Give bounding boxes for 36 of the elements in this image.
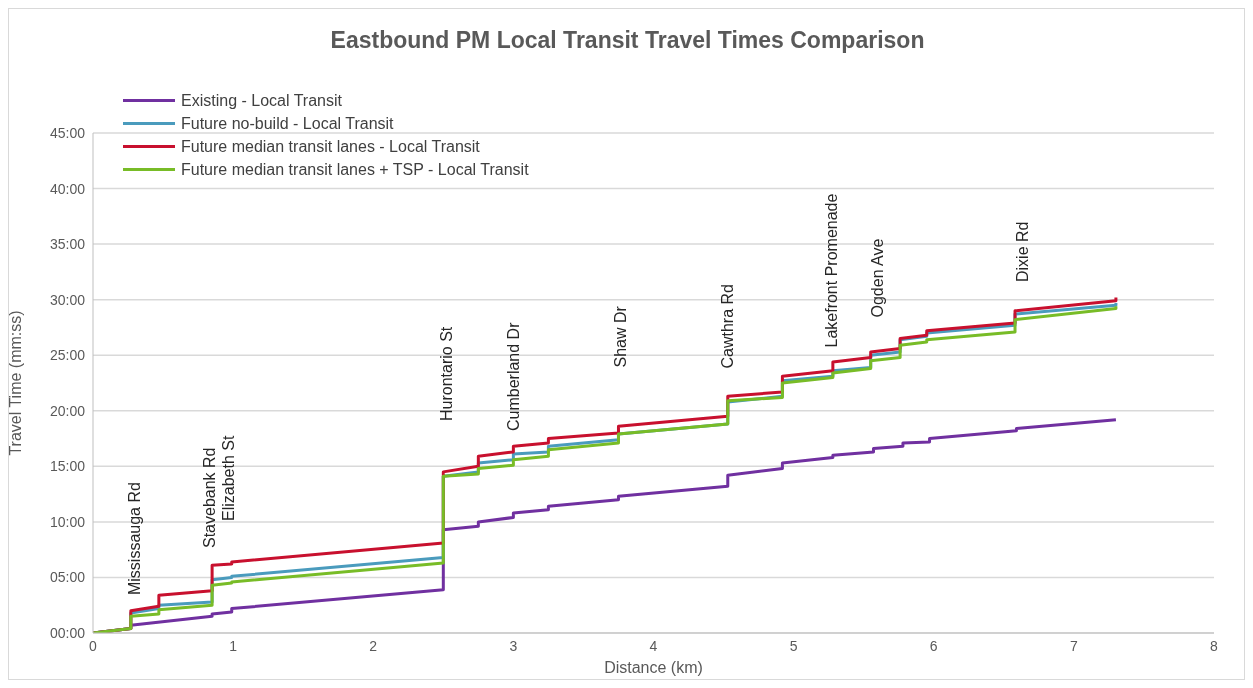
y-tick-label: 30:00 bbox=[49, 291, 86, 308]
y-tick-label: 20:00 bbox=[49, 402, 86, 419]
x-tick-label: 1 bbox=[229, 637, 238, 654]
annotation: Cawthra Rd bbox=[718, 284, 736, 369]
x-tick-label: 8 bbox=[1210, 637, 1219, 654]
x-tick-label: 3 bbox=[509, 637, 518, 654]
chart-title: Eastbound PM Local Transit Travel Times Comparison bbox=[329, 27, 926, 54]
annotation: Ogden Ave bbox=[869, 238, 887, 318]
annotation: Elizabeth St bbox=[220, 435, 238, 521]
y-tick-label: 05:00 bbox=[49, 569, 86, 586]
y-tick-label: 00:00 bbox=[49, 624, 86, 641]
legend-label: Existing - Local Transit bbox=[181, 91, 342, 111]
y-tick-label: 35:00 bbox=[49, 236, 86, 253]
annotation: Shaw Dr bbox=[612, 305, 630, 368]
annotation: Cumberland Dr bbox=[504, 321, 522, 431]
y-tick-label: 15:00 bbox=[49, 458, 86, 475]
x-tick-label: 2 bbox=[369, 637, 378, 654]
annotation: Dixie Rd bbox=[1013, 221, 1031, 282]
x-tick-label: 0 bbox=[89, 637, 98, 654]
y-tick-label: 25:00 bbox=[49, 347, 86, 364]
legend-label: Future median transit lanes + TSP - Local Transit bbox=[181, 160, 529, 180]
y-tick-label: 40:00 bbox=[49, 180, 86, 197]
annotation: Mississauga Rd bbox=[125, 482, 143, 595]
y-tick-label: 45:00 bbox=[49, 124, 86, 141]
annotation: Stavebank Rd bbox=[201, 447, 219, 548]
y-axis-title: Travel Time (mm:ss) bbox=[6, 310, 24, 456]
annotation: Lakefront Promenade bbox=[823, 193, 841, 348]
x-tick-label: 5 bbox=[789, 637, 798, 654]
x-tick-label: 7 bbox=[1069, 637, 1078, 654]
y-tick-label: 10:00 bbox=[49, 513, 86, 530]
x-tick-label: 4 bbox=[649, 637, 658, 654]
annotation: Hurontario St bbox=[437, 326, 455, 421]
x-tick-label: 6 bbox=[929, 637, 938, 654]
legend-label: Future median transit lanes - Local Transit bbox=[181, 137, 480, 157]
x-axis-title: Distance (km) bbox=[603, 659, 704, 677]
legend-label: Future no-build - Local Transit bbox=[181, 114, 394, 134]
